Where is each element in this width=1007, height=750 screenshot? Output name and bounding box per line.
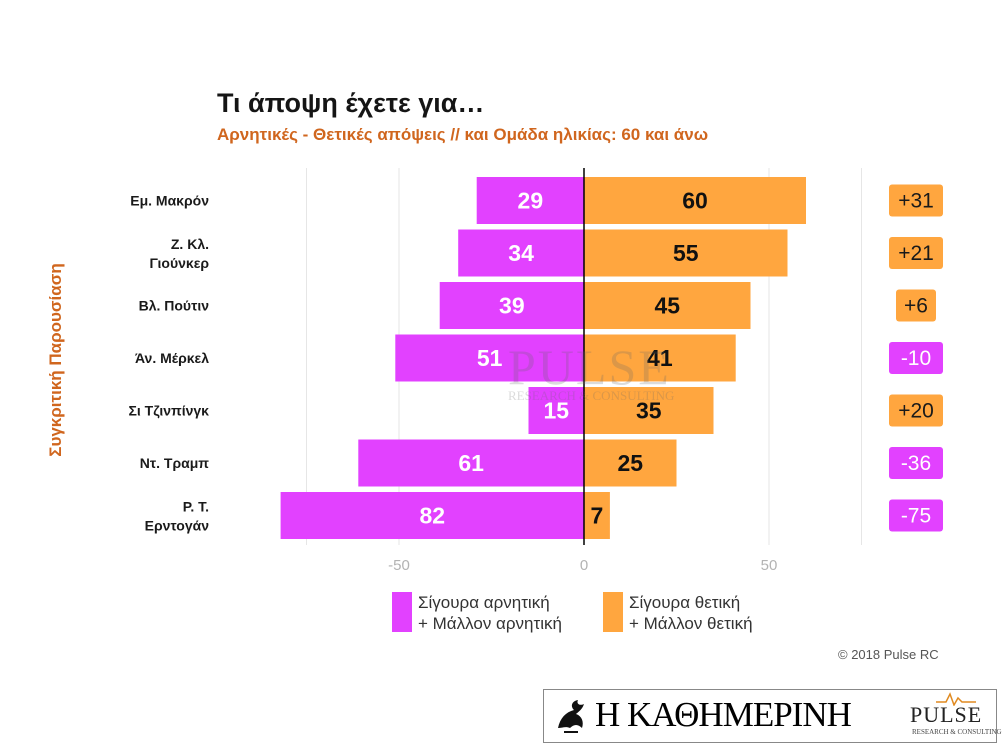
difference-label: -75 (901, 505, 931, 528)
x-tick-label: -50 (388, 557, 410, 574)
category-label: Εμ. Μακρόν (130, 193, 209, 209)
bar-positive (584, 334, 736, 382)
difference-badge (889, 237, 943, 269)
bar-positive (584, 229, 788, 277)
data-label-positive: 41 (647, 345, 673, 371)
legend-item-positive: Σίγουρα θετική + Μάλλον θετική (603, 592, 753, 634)
bar-negative (476, 177, 584, 224)
bar-negative (458, 229, 584, 277)
data-label-negative: 39 (499, 293, 525, 319)
data-label-positive: 7 (591, 503, 604, 529)
category-label: Βλ. Πούτιν (139, 298, 210, 314)
legend-label-negative-line1: Σίγουρα αρνητική (418, 593, 550, 612)
data-label-positive: 45 (654, 293, 680, 319)
category-label: Άν. Μέρκελ (135, 350, 209, 366)
data-label-negative: 15 (543, 398, 569, 424)
difference-label: +20 (898, 400, 934, 423)
difference-label: +6 (904, 295, 928, 318)
data-label-positive: 60 (682, 188, 708, 214)
legend-swatch-positive (603, 592, 623, 632)
pulse-wave-icon (936, 692, 976, 706)
data-label-negative: 51 (477, 345, 503, 371)
bar-negative (439, 282, 584, 329)
legend-label-positive-line1: Σίγουρα θετική (629, 593, 741, 612)
bar-positive (584, 177, 806, 224)
category-label: Σι Τζινπίνγκ (128, 403, 209, 419)
pulse-logo-text: PULSE (910, 702, 983, 727)
difference-badge (889, 342, 943, 374)
bar-negative (358, 439, 584, 487)
category-label: Ερντογάν (145, 518, 210, 534)
legend-label-negative-line2b: + Μάλλον αρνητική (418, 614, 562, 633)
bar-negative (280, 492, 584, 539)
category-label: Ντ. Τραμπ (140, 455, 210, 471)
legend-label-positive-line2: + Μάλλον θετική (629, 614, 753, 633)
bar-negative (395, 334, 584, 382)
chart-title: Τι άποψη έχετε για… (217, 88, 485, 118)
data-label-negative: 34 (508, 240, 534, 266)
difference-badge (889, 447, 943, 479)
difference-badge (896, 289, 936, 322)
difference-badge (889, 394, 943, 427)
chart-subtitle: Αρνητικές - Θετικές απόψεις // και Ομάδα… (217, 125, 709, 144)
x-tick-label: 0 (580, 557, 588, 574)
bar-positive (584, 492, 610, 539)
difference-label: +31 (898, 190, 934, 213)
data-label-negative: 82 (420, 503, 446, 529)
legend-swatch-negative (392, 592, 412, 632)
data-label-negative: 61 (458, 450, 484, 476)
data-label-positive: 25 (617, 450, 643, 476)
pulse-logo: PULSE RESEARCH & CONSULTING (906, 692, 1002, 740)
category-label: Ρ. Τ. (183, 499, 209, 515)
footer-banner: Η ΚΑΘΗΜΕΡΙΝΗ PULSE RESEARCH & CONSULTING (543, 689, 1002, 743)
difference-label: -10 (901, 347, 931, 370)
data-label-positive: 55 (673, 240, 699, 266)
bar-positive (584, 387, 714, 434)
difference-label: +21 (898, 242, 934, 265)
legend-item-negative: Σίγουρα αρνητική + Μάλλον θετική + Μάλλο… (392, 592, 562, 634)
difference-badge (889, 184, 943, 217)
copyright-text: © 2018 Pulse RC (838, 647, 939, 662)
newspaper-name: Η ΚΑΘΗΜΕΡΙΝΗ (595, 695, 852, 734)
difference-label: -36 (901, 452, 931, 475)
x-tick-label: 50 (761, 557, 778, 574)
bar-positive (584, 439, 677, 487)
pulse-logo-subtext: RESEARCH & CONSULTING (912, 728, 1002, 736)
bar-negative (528, 387, 584, 434)
bar-positive (584, 282, 751, 329)
category-label: Ζ. Κλ. (171, 236, 209, 252)
data-label-positive: 35 (636, 398, 662, 424)
difference-badge (889, 499, 943, 532)
data-label-negative: 29 (518, 188, 544, 214)
category-label: Γιούνκερ (150, 255, 210, 271)
kathimerini-bird-logo-icon (558, 700, 584, 733)
